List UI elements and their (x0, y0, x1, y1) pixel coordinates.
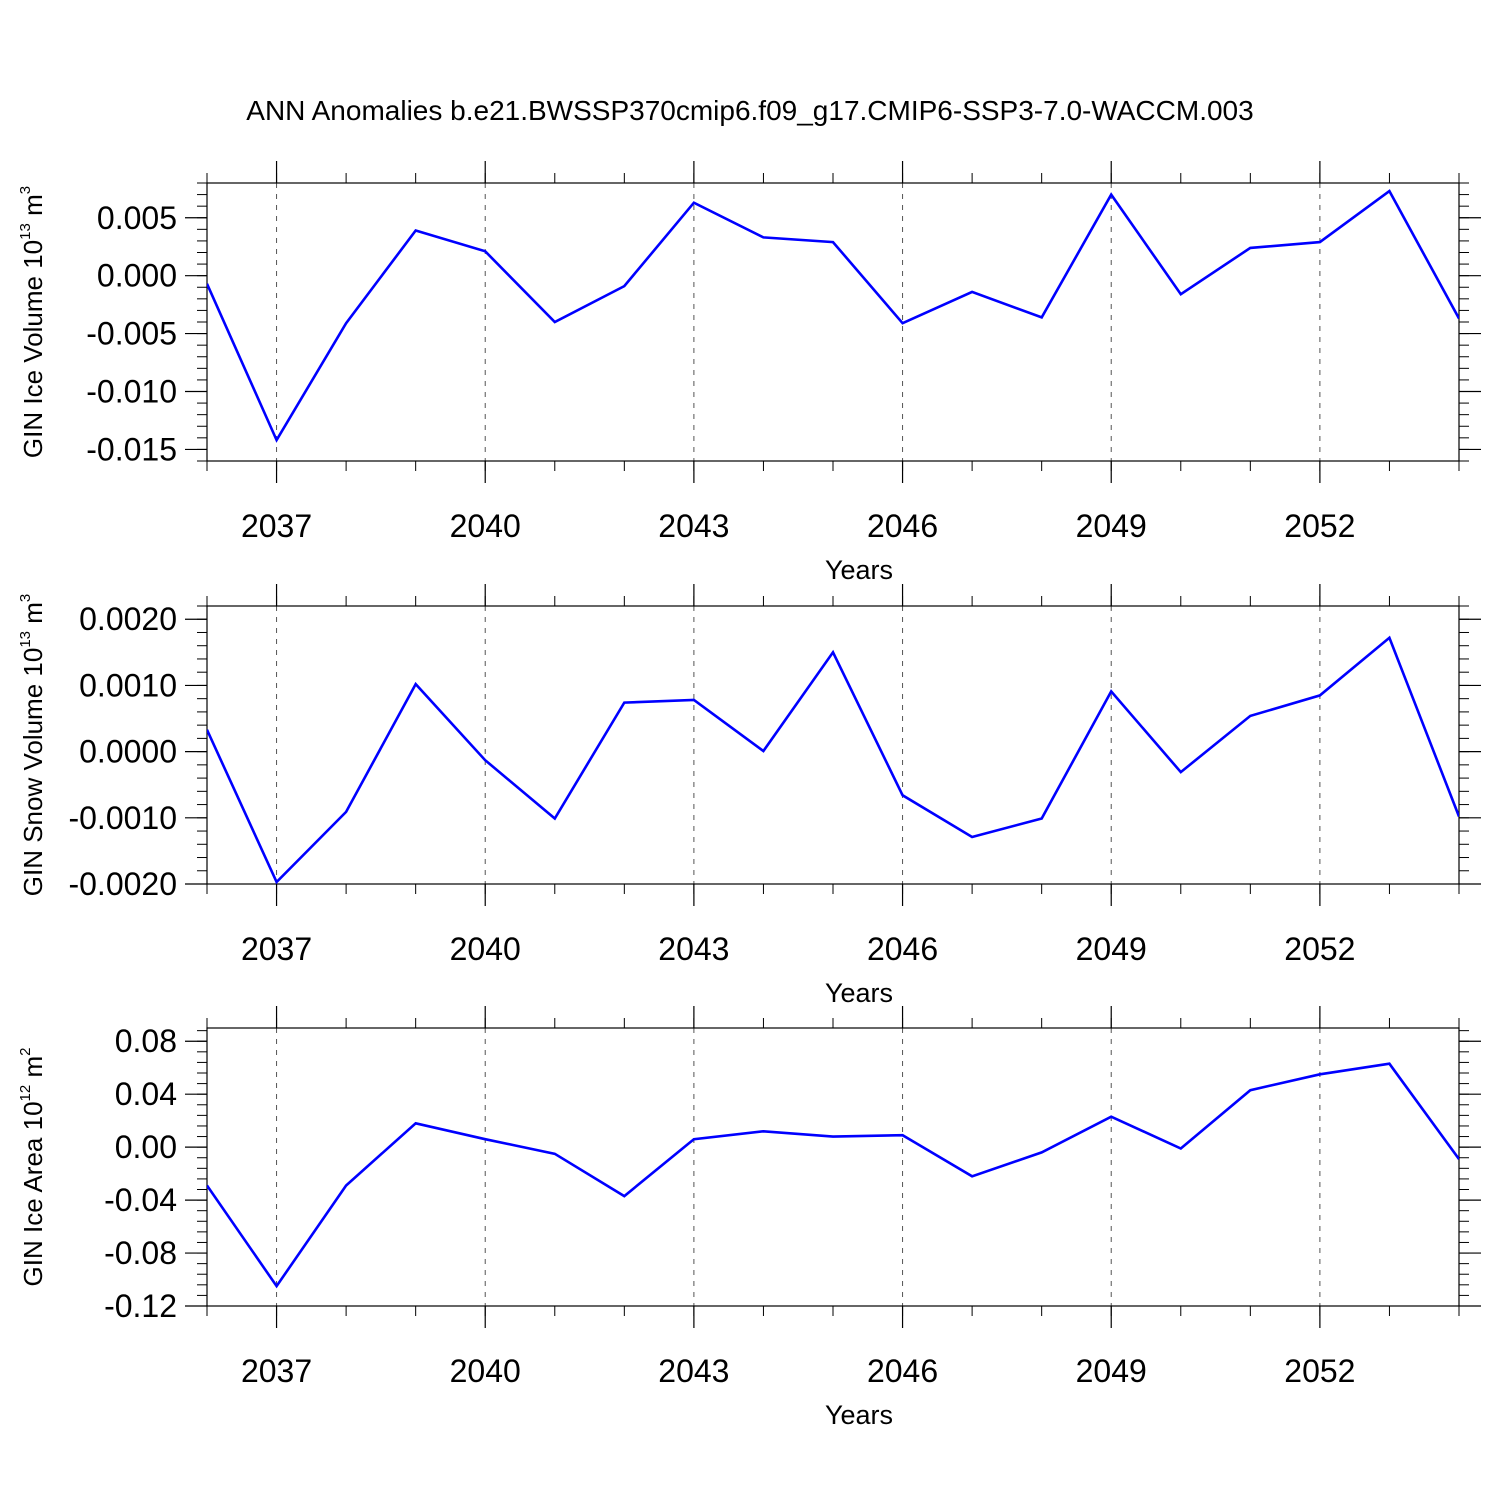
panel-2: 2037 2040 2043 2046 2049 2052 -0.0020 -0.0010 0.… (17, 584, 1481, 1008)
x-tick-label: 2049 (1076, 1353, 1147, 1389)
y-tick-label: -0.04 (104, 1182, 177, 1218)
x-tick-label: 2052 (1284, 508, 1355, 544)
x-tick-label: 2046 (867, 1353, 938, 1389)
y-tick-label: 0.04 (115, 1076, 177, 1112)
series-line (207, 1062, 1459, 1289)
y-tick-label: 0.005 (97, 200, 177, 236)
x-tick-label: 2037 (241, 931, 312, 967)
y-tick-label: -0.08 (104, 1235, 177, 1271)
x-tick-label: 2046 (867, 508, 938, 544)
x-axis-label: Years (825, 978, 893, 1008)
x-tick-label: 2052 (1284, 1353, 1355, 1389)
y-tick-label: 0.000 (97, 258, 177, 294)
y-tick-label: -0.0010 (68, 800, 177, 836)
y-tick-label: 0.0020 (79, 601, 177, 637)
y-tick-label: -0.0020 (68, 866, 177, 902)
x-tick-label: 2043 (658, 931, 729, 967)
y-tick-label: 0.08 (115, 1023, 177, 1059)
series-line (207, 635, 1459, 885)
x-tick-label: 2046 (867, 931, 938, 967)
y-tick-label: -0.12 (104, 1288, 177, 1324)
y-tick-label: -0.015 (86, 431, 177, 467)
chart-title: ANN Anomalies b.e21.BWSSP370cmip6.f09_g1… (246, 95, 1253, 126)
y-axis-label: GIN Snow Volume 1013 m3 (17, 594, 48, 897)
series-line (207, 189, 1459, 443)
y-axis-label: GIN Ice Volume 1013 m3 (17, 186, 48, 458)
x-tick-label: 2037 (241, 1353, 312, 1389)
x-tick-label: 2043 (658, 508, 729, 544)
y-tick-label: 0.0000 (79, 734, 177, 770)
x-tick-label: 2043 (658, 1353, 729, 1389)
y-tick-label: 0.00 (115, 1129, 177, 1165)
x-tick-label: 2049 (1076, 931, 1147, 967)
plot-frame (206, 605, 1460, 885)
y-tick-label: -0.010 (86, 374, 177, 410)
x-tick-label: 2040 (450, 508, 521, 544)
plot-frame (206, 1027, 1460, 1307)
panel-1: 2037 2040 2043 2046 2049 2052 -0.015 -0.010 -0.0… (17, 161, 1481, 585)
y-tick-label: -0.005 (86, 316, 177, 352)
x-tick-label: 2040 (450, 1353, 521, 1389)
panel-3: 2037 2040 2043 2046 2049 2052 -0.12 -0.08 -0.04 0… (17, 1006, 1481, 1430)
x-tick-label: 2037 (241, 508, 312, 544)
chart-panels: 2037 2040 2043 2046 2049 2052 -0.015 -0.010 -0.0… (17, 161, 1481, 1430)
x-tick-label: 2040 (450, 931, 521, 967)
x-axis-label: Years (825, 1400, 893, 1430)
x-tick-label: 2049 (1076, 508, 1147, 544)
x-axis-label: Years (825, 555, 893, 585)
y-axis-label: GIN Ice Area 1012 m2 (17, 1048, 48, 1287)
x-tick-label: 2052 (1284, 931, 1355, 967)
y-tick-label: 0.0010 (79, 667, 177, 703)
plot-frame (206, 182, 1460, 462)
